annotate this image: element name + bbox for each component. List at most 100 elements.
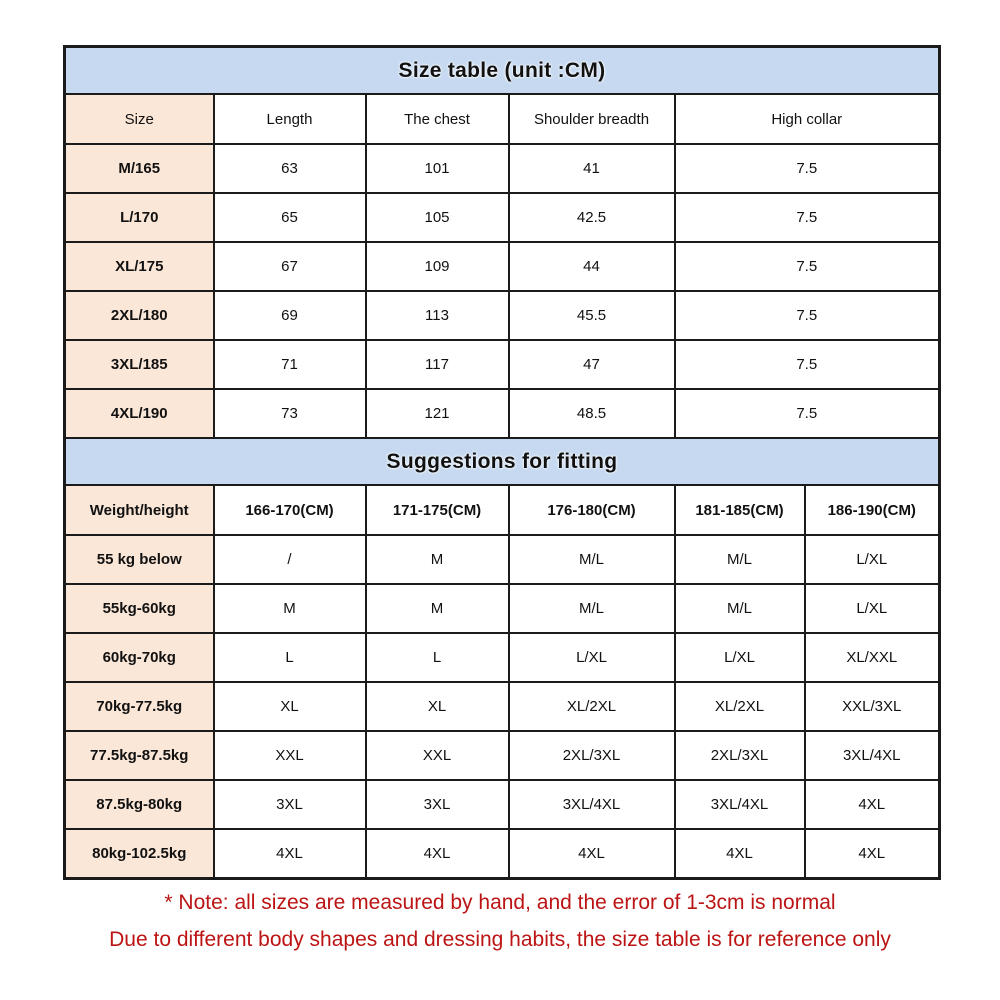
cell-value: 101	[364, 143, 510, 194]
cell-value: 65	[212, 192, 367, 243]
cell-value: 3XL/4XL	[507, 779, 676, 830]
fitting-row-87-5-80: 87.5kg-80kg 3XL 3XL 3XL/4XL 3XL/4XL 4XL	[63, 779, 941, 830]
size-table-header-row: Size Length The chest Shoulder breadth H…	[63, 93, 941, 145]
cell-value: M	[364, 534, 510, 585]
cell-value: XL/XXL	[803, 632, 941, 683]
cell-value: 7.5	[673, 192, 941, 243]
cell-value: 7.5	[673, 388, 941, 439]
column-header-weight-height: Weight/height	[63, 484, 215, 536]
cell-value: 109	[364, 241, 510, 292]
cell-value: 4XL	[803, 828, 941, 880]
cell-value: 121	[364, 388, 510, 439]
fitting-row-55below: 55 kg below / M M/L M/L L/XL	[63, 534, 941, 585]
column-header-181-185: 181-185(CM)	[673, 484, 806, 536]
cell-value: M/L	[673, 583, 806, 634]
cell-value: 117	[364, 339, 510, 390]
column-header-length: Length	[212, 93, 367, 145]
cell-value: 69	[212, 290, 367, 341]
fitting-row-80-102-5: 80kg-102.5kg 4XL 4XL 4XL 4XL 4XL	[63, 828, 941, 880]
row-label: 77.5kg-87.5kg	[63, 730, 215, 781]
cell-value: 3XL/4XL	[803, 730, 941, 781]
column-header-171-175: 171-175(CM)	[364, 484, 510, 536]
size-row-m165: M/165 63 101 41 7.5	[63, 143, 941, 194]
cell-value: XXL/3XL	[803, 681, 941, 732]
cell-value: 4XL	[507, 828, 676, 880]
row-label: 2XL/180	[63, 290, 215, 341]
cell-value: XL/2XL	[673, 681, 806, 732]
cell-value: 7.5	[673, 290, 941, 341]
cell-value: 7.5	[673, 339, 941, 390]
cell-value: L/XL	[507, 632, 676, 683]
cell-value: 3XL/4XL	[673, 779, 806, 830]
size-row-xl175: XL/175 67 109 44 7.5	[63, 241, 941, 292]
cell-value: 42.5	[507, 192, 676, 243]
row-label: 55kg-60kg	[63, 583, 215, 634]
row-label: 3XL/185	[63, 339, 215, 390]
cell-value: L/XL	[673, 632, 806, 683]
note-line-2: Due to different body shapes and dressin…	[109, 928, 891, 951]
cell-value: 63	[212, 143, 367, 194]
cell-value: M/L	[507, 534, 676, 585]
row-label: M/165	[63, 143, 215, 194]
row-label: 55 kg below	[63, 534, 215, 585]
row-label: 80kg-102.5kg	[63, 828, 215, 880]
cell-value: XL	[212, 681, 367, 732]
cell-value: 47	[507, 339, 676, 390]
column-header-shoulder: Shoulder breadth	[507, 93, 676, 145]
cell-value: 4XL	[212, 828, 367, 880]
size-row-3xl185: 3XL/185 71 117 47 7.5	[63, 339, 941, 390]
cell-value: 4XL	[803, 779, 941, 830]
fitting-row-70-77-5: 70kg-77.5kg XL XL XL/2XL XL/2XL XXL/3XL	[63, 681, 941, 732]
size-row-4xl190: 4XL/190 73 121 48.5 7.5	[63, 388, 941, 439]
cell-value: XXL	[212, 730, 367, 781]
cell-value: 113	[364, 290, 510, 341]
fitting-row-77-5-87-5: 77.5kg-87.5kg XXL XXL 2XL/3XL 2XL/3XL 3X…	[63, 730, 941, 781]
cell-value: 4XL	[673, 828, 806, 880]
cell-value: 7.5	[673, 143, 941, 194]
cell-value: L	[364, 632, 510, 683]
note-block: * Note: all sizes are measured by hand, …	[0, 884, 1000, 958]
cell-value: L/XL	[803, 583, 941, 634]
size-row-l170: L/170 65 105 42.5 7.5	[63, 192, 941, 243]
fitting-table-title-row: Suggestions for fitting	[63, 437, 941, 486]
cell-value: 67	[212, 241, 367, 292]
row-label: XL/175	[63, 241, 215, 292]
row-label: 70kg-77.5kg	[63, 681, 215, 732]
note-line-1: * Note: all sizes are measured by hand, …	[164, 891, 836, 914]
cell-value: M	[364, 583, 510, 634]
fitting-row-60-70: 60kg-70kg L L L/XL L/XL XL/XXL	[63, 632, 941, 683]
cell-value: M	[212, 583, 367, 634]
column-header-186-190: 186-190(CM)	[803, 484, 941, 536]
fitting-table-title: Suggestions for fitting	[63, 437, 941, 486]
column-header-size: Size	[63, 93, 215, 145]
fitting-table-header-row: Weight/height 166-170(CM) 171-175(CM) 17…	[63, 484, 941, 536]
size-table-title-row: Size table (unit :CM)	[63, 45, 941, 95]
cell-value: XXL	[364, 730, 510, 781]
cell-value: L	[212, 632, 367, 683]
size-table-title: Size table (unit :CM)	[63, 45, 941, 95]
row-label: L/170	[63, 192, 215, 243]
row-label: 4XL/190	[63, 388, 215, 439]
cell-value: 41	[507, 143, 676, 194]
cell-value: M/L	[507, 583, 676, 634]
cell-value: 3XL	[364, 779, 510, 830]
cell-value: 45.5	[507, 290, 676, 341]
cell-value: 2XL/3XL	[507, 730, 676, 781]
cell-value: 7.5	[673, 241, 941, 292]
cell-value: L/XL	[803, 534, 941, 585]
cell-value: 48.5	[507, 388, 676, 439]
size-chart-table: Size table (unit :CM) Size Length The ch…	[63, 45, 941, 880]
cell-value: /	[212, 534, 367, 585]
row-label: 87.5kg-80kg	[63, 779, 215, 830]
cell-value: 44	[507, 241, 676, 292]
cell-value: 3XL	[212, 779, 367, 830]
cell-value: 71	[212, 339, 367, 390]
fitting-row-55-60: 55kg-60kg M M M/L M/L L/XL	[63, 583, 941, 634]
column-header-166-170: 166-170(CM)	[212, 484, 367, 536]
column-header-chest: The chest	[364, 93, 510, 145]
cell-value: 105	[364, 192, 510, 243]
cell-value: XL/2XL	[507, 681, 676, 732]
size-row-2xl180: 2XL/180 69 113 45.5 7.5	[63, 290, 941, 341]
column-header-collar: High collar	[673, 93, 941, 145]
